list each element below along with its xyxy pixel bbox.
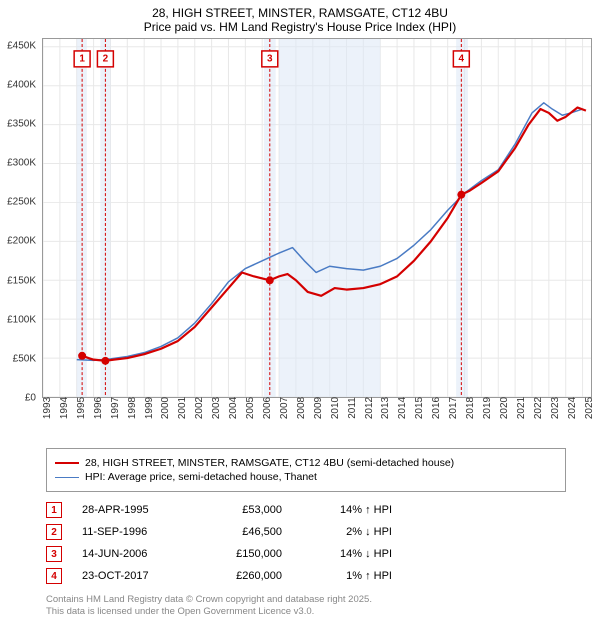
x-tick: 2018 [465,397,476,419]
x-tick: 1998 [127,397,138,419]
events-table: 1 28-APR-1995 £53,000 14% ↑ HPI 2 11-SEP-1996… [46,502,566,584]
attribution: Contains HM Land Registry data © Crown c… [46,594,566,619]
x-tick: 1993 [42,397,53,419]
event-row: 4 23-OCT-2017 £260,000 1% ↑ HPI [46,568,566,584]
svg-text:4: 4 [459,53,465,64]
event-row: 1 28-APR-1995 £53,000 14% ↑ HPI [46,502,566,518]
event-row: 3 14-JUN-2006 £150,000 14% ↓ HPI [46,546,566,562]
event-price: £46,500 [202,526,282,538]
x-tick: 2008 [296,397,307,419]
y-tick: £450K [7,40,36,51]
x-tick: 2011 [347,397,358,419]
x-tick: 2023 [550,397,561,419]
x-tick: 2001 [177,397,188,419]
event-price: £150,000 [202,548,282,560]
x-tick: 2014 [397,397,408,419]
legend-swatch [55,477,79,478]
svg-text:3: 3 [267,53,273,64]
event-date: 14-JUN-2006 [82,548,182,560]
title-line-2: Price paid vs. HM Land Registry's House … [0,20,600,34]
x-tick: 2019 [482,397,493,419]
plot-svg: 1 2 3 4 [43,39,591,397]
event-date: 28-APR-1995 [82,504,182,516]
x-tick: 2017 [448,397,459,419]
y-tick: £400K [7,79,36,90]
y-tick: £350K [7,119,36,130]
x-tick: 1995 [76,397,87,419]
svg-text:2: 2 [103,53,109,64]
legend: 28, HIGH STREET, MINSTER, RAMSGATE, CT12… [46,448,566,492]
y-tick: £300K [7,158,36,169]
legend-swatch [55,462,79,464]
x-axis: 1993199419951996199719981999200020012002… [42,404,592,444]
x-tick: 2012 [364,397,375,419]
x-tick: 2024 [567,397,578,419]
y-tick: £0 [25,393,36,404]
legend-row: 28, HIGH STREET, MINSTER, RAMSGATE, CT12… [55,457,557,469]
x-tick: 2004 [228,397,239,419]
attribution-line-2: This data is licensed under the Open Gov… [46,606,566,618]
legend-label: 28, HIGH STREET, MINSTER, RAMSGATE, CT12… [85,457,454,469]
x-tick: 2005 [245,397,256,419]
y-tick: £50K [13,353,36,364]
event-marker: 3 [46,546,62,562]
x-tick: 2021 [516,397,527,419]
x-tick: 1994 [59,397,70,419]
x-tick: 2015 [414,397,425,419]
y-tick: £100K [7,314,36,325]
x-tick: 1997 [110,397,121,419]
x-tick: 2006 [262,397,273,419]
title-block: 28, HIGH STREET, MINSTER, RAMSGATE, CT12… [0,0,600,38]
event-marker: 1 [46,502,62,518]
x-tick: 2020 [499,397,510,419]
event-row: 2 11-SEP-1996 £46,500 2% ↓ HPI [46,524,566,540]
plot-area: 1 2 3 4 [42,38,592,398]
legend-row: HPI: Average price, semi-detached house,… [55,471,557,483]
title-line-1: 28, HIGH STREET, MINSTER, RAMSGATE, CT12… [0,6,600,20]
svg-text:1: 1 [79,53,85,64]
x-tick: 2003 [211,397,222,419]
y-tick: £150K [7,275,36,286]
x-tick: 2002 [194,397,205,419]
x-tick: 2016 [431,397,442,419]
event-change: 14% ↑ HPI [302,504,392,516]
x-tick: 2009 [313,397,324,419]
legend-label: HPI: Average price, semi-detached house,… [85,471,317,483]
event-change: 2% ↓ HPI [302,526,392,538]
x-tick: 1999 [144,397,155,419]
chart: £0£50K£100K£150K£200K£250K£300K£350K£400… [42,38,592,398]
x-tick: 1996 [93,397,104,419]
y-axis: £0£50K£100K£150K£200K£250K£300K£350K£400… [0,38,40,398]
y-tick: £250K [7,197,36,208]
event-change: 14% ↓ HPI [302,548,392,560]
event-date: 23-OCT-2017 [82,570,182,582]
x-tick: 2013 [380,397,391,419]
event-change: 1% ↑ HPI [302,570,392,582]
event-marker: 4 [46,568,62,584]
event-date: 11-SEP-1996 [82,526,182,538]
event-marker: 2 [46,524,62,540]
x-tick: 2025 [584,397,595,419]
x-tick: 2010 [330,397,341,419]
event-price: £260,000 [202,570,282,582]
y-tick: £200K [7,236,36,247]
x-tick: 2022 [533,397,544,419]
attribution-line-1: Contains HM Land Registry data © Crown c… [46,594,566,606]
x-tick: 2007 [279,397,290,419]
x-tick: 2000 [160,397,171,419]
event-price: £53,000 [202,504,282,516]
